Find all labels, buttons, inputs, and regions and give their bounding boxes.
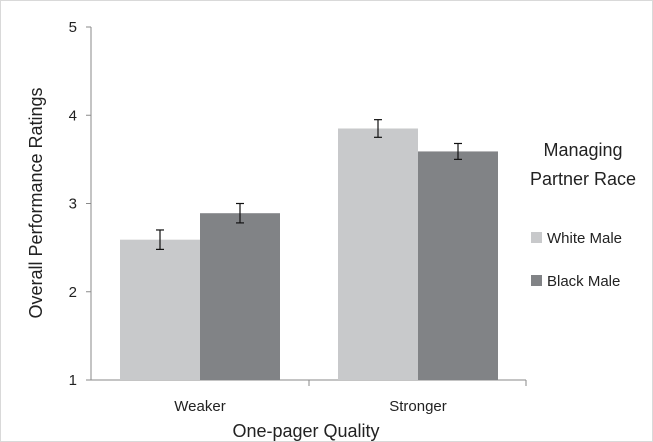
bar-black-male-stronger	[418, 151, 498, 380]
x-tick-label: Weaker	[174, 398, 225, 415]
bar-white-male-stronger	[338, 128, 418, 380]
error-bars	[156, 119, 462, 250]
y-tick-label: 5	[69, 19, 77, 36]
y-tick-label: 1	[69, 372, 77, 389]
legend: Managing Partner Race White Male Black M…	[530, 140, 636, 290]
legend-title-line-2: Partner Race	[530, 169, 636, 189]
ticks: 1 2 3 4 5 Weaker Stronger	[69, 19, 527, 415]
legend-label-black-male: Black Male	[547, 273, 620, 290]
legend-title-line-1: Managing	[543, 140, 622, 160]
bar-black-male-weaker	[200, 213, 280, 380]
bars	[120, 128, 498, 380]
y-tick-label: 3	[69, 196, 77, 213]
legend-label-white-male: White Male	[547, 230, 622, 247]
x-tick-label: Stronger	[389, 398, 447, 415]
y-tick-label: 2	[69, 284, 77, 301]
y-tick-label: 4	[69, 107, 77, 124]
x-axis-title: One-pager Quality	[232, 421, 379, 441]
legend-swatch-white-male	[531, 232, 542, 243]
legend-swatch-black-male	[531, 275, 542, 286]
bar-white-male-weaker	[120, 239, 200, 380]
y-axis-title: Overall Performance Ratings	[26, 87, 46, 318]
